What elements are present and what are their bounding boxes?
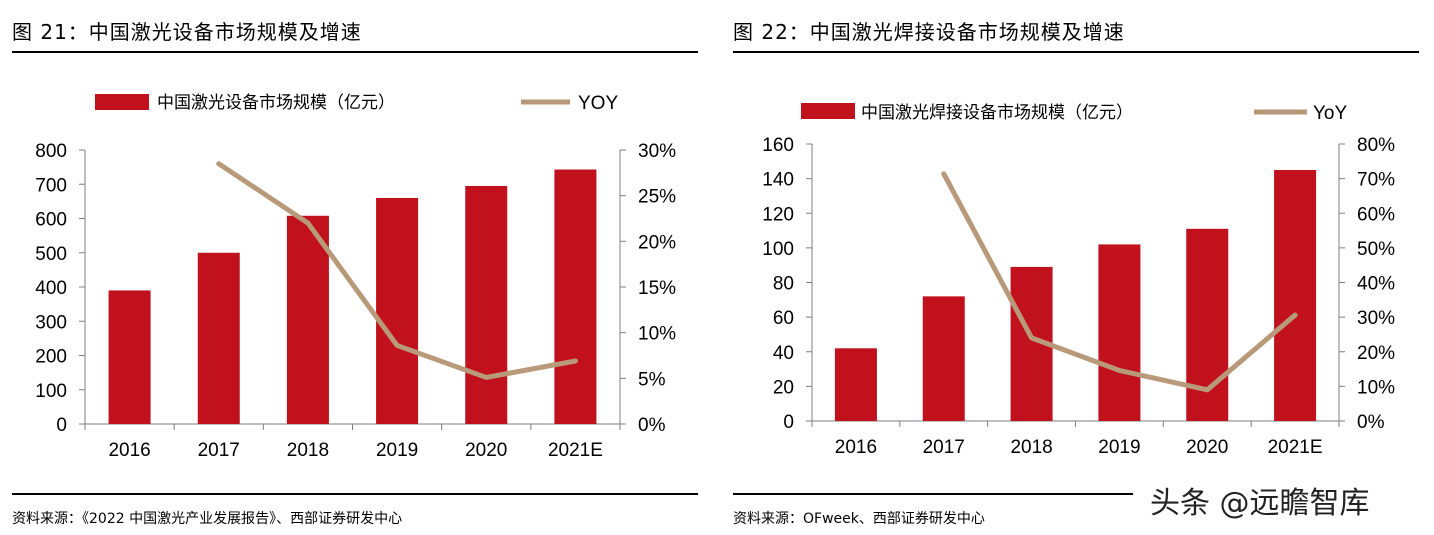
title-rule: [12, 51, 698, 53]
y2-tick-label: 60%: [1357, 204, 1395, 225]
y2-tick-label: 50%: [1357, 239, 1395, 260]
bar: [286, 215, 329, 424]
x-tick-label: 2016: [835, 437, 877, 458]
y-tick-label: 400: [35, 278, 67, 299]
x-tick-label: 2019: [376, 440, 418, 461]
y-tick-label: 120: [762, 204, 794, 225]
bar: [1274, 169, 1317, 421]
legend-swatch-bar: [801, 103, 855, 119]
y-tick-label: 60: [773, 308, 794, 329]
bar: [465, 185, 508, 424]
y2-tick-label: 25%: [638, 187, 676, 208]
y-tick-label: 800: [35, 141, 67, 162]
combo-chart-laser-welding-equipment: 0 20 40 60 80 100 120 140 160 0% 10% 20% 30% 40% 50% 60…: [762, 103, 1395, 458]
y-tick-label: 40: [773, 343, 794, 364]
y2-tick-label: 20%: [1357, 343, 1395, 364]
y-tick-label: 500: [35, 244, 67, 265]
y-tick-label: 100: [762, 239, 794, 260]
y-tick-label: 600: [35, 210, 67, 231]
title-rule: [733, 51, 1419, 53]
source-note: 资料来源：《2022 中国激光产业发展报告》、西部证券研发中心: [12, 511, 403, 527]
bar: [834, 348, 877, 421]
y2-tick-label: 5%: [638, 369, 666, 390]
chart-panel-right: 图 22：中国激光焊接设备市场规模及增速 0 20 40 60 80 100 120 140 1…: [727, 0, 1434, 535]
y2-tick-label: 80%: [1357, 135, 1395, 156]
y2-tick-label: 30%: [1357, 308, 1395, 329]
combo-chart-laser-equipment: 0 100 200 300 400 500 600 700 800 0% 5% 10% 15% 20% 25…: [35, 93, 676, 461]
legend-label-bar: 中国激光焊接设备市场规模（亿元）: [861, 103, 1133, 123]
y-tick-label: 100: [35, 381, 67, 402]
source-rule: [12, 493, 698, 495]
y-tick-label: 80: [773, 274, 794, 295]
legend-label-line: YoY: [1313, 103, 1347, 124]
source-rule: [733, 493, 1133, 495]
y-tick-label: 200: [35, 347, 67, 368]
y2-tick-label: 70%: [1357, 170, 1395, 191]
y-tick-label: 300: [35, 312, 67, 333]
x-tick-label: 2020: [1186, 437, 1228, 458]
y-tick-label: 0: [783, 412, 794, 433]
figure-title: 图 22：中国激光焊接设备市场规模及增速: [733, 20, 1125, 44]
chart-panel-left: 图 21：中国激光设备市场规模及增速 0 100 200 300 400 500 600 70…: [0, 0, 704, 535]
legend-label-line: YOY: [578, 93, 618, 114]
x-tick-label: 2017: [923, 437, 965, 458]
x-tick-label: 2017: [198, 440, 240, 461]
x-tick-label: 2018: [287, 440, 329, 461]
y2-tick-label: 0%: [1357, 412, 1385, 433]
bar: [197, 252, 240, 424]
bar: [554, 169, 597, 424]
x-tick-label: 2019: [1098, 437, 1140, 458]
y-tick-label: 700: [35, 175, 67, 196]
y-tick-label: 0: [56, 415, 67, 436]
legend-swatch-bar: [95, 94, 149, 110]
bar: [376, 197, 419, 424]
y2-tick-label: 0%: [638, 415, 666, 436]
bar: [922, 296, 965, 421]
y2-tick-label: 10%: [1357, 377, 1395, 398]
y-tick-label: 140: [762, 170, 794, 191]
y2-tick-label: 15%: [638, 278, 676, 299]
x-tick-label: 2018: [1010, 437, 1052, 458]
x-tick-label: 2021E: [1268, 437, 1323, 458]
y2-tick-label: 30%: [638, 141, 676, 162]
legend-label-bar: 中国激光设备市场规模（亿元）: [157, 93, 395, 113]
source-note: 资料来源：OFweek、西部证券研发中心: [733, 511, 985, 527]
y-tick-label: 160: [762, 135, 794, 156]
figure-title: 图 21：中国激光设备市场规模及增速: [12, 20, 362, 44]
watermark: 头条 @远瞻智库: [1150, 486, 1370, 521]
x-tick-label: 2021E: [548, 440, 603, 461]
y2-tick-label: 10%: [638, 324, 676, 345]
bar: [108, 290, 151, 424]
y-tick-label: 20: [773, 377, 794, 398]
y2-tick-label: 20%: [638, 232, 676, 253]
bar: [1098, 244, 1141, 421]
y2-tick-label: 40%: [1357, 274, 1395, 295]
x-tick-label: 2020: [465, 440, 507, 461]
x-tick-label: 2016: [108, 440, 150, 461]
